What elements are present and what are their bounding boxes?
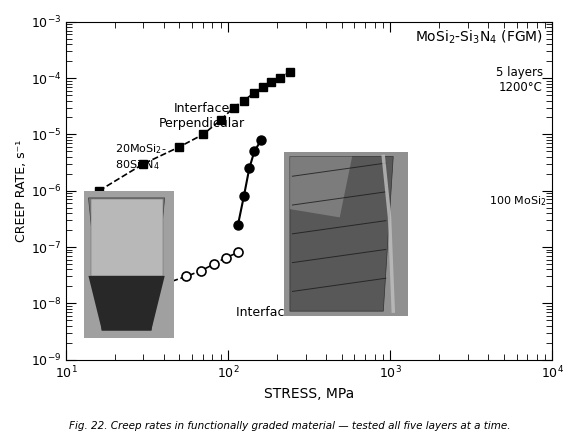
Polygon shape <box>290 156 352 217</box>
Text: 5 layers
1200°C: 5 layers 1200°C <box>496 66 543 94</box>
Polygon shape <box>89 198 165 330</box>
Text: Fig. 22. Creep rates in functionally graded material — tested all five layers at: Fig. 22. Creep rates in functionally gra… <box>69 421 510 431</box>
Text: 20MoSi$_2$-
80Si$_3$N$_4$: 20MoSi$_2$- 80Si$_3$N$_4$ <box>115 142 166 172</box>
Text: 100 MoSi$_2$: 100 MoSi$_2$ <box>489 194 547 208</box>
Text: MoSi$_2$-Si$_3$N$_4$ (FGM): MoSi$_2$-Si$_3$N$_4$ (FGM) <box>415 29 543 46</box>
Polygon shape <box>89 276 165 330</box>
Text: 20MoSi$_2$-
80Si$_3$N$_4$: 20MoSi$_2$- 80Si$_3$N$_4$ <box>339 203 390 233</box>
Text: Interfaces Parallel: Interfaces Parallel <box>236 306 349 319</box>
Polygon shape <box>290 156 393 311</box>
Bar <box>91 199 163 276</box>
Y-axis label: CREEP RATE, s⁻¹: CREEP RATE, s⁻¹ <box>15 139 28 242</box>
Text: Interface
Perpendicular: Interface Perpendicular <box>159 102 245 130</box>
Text: 100 MoSi$_2$: 100 MoSi$_2$ <box>115 321 173 334</box>
X-axis label: STRESS, MPa: STRESS, MPa <box>264 387 354 401</box>
